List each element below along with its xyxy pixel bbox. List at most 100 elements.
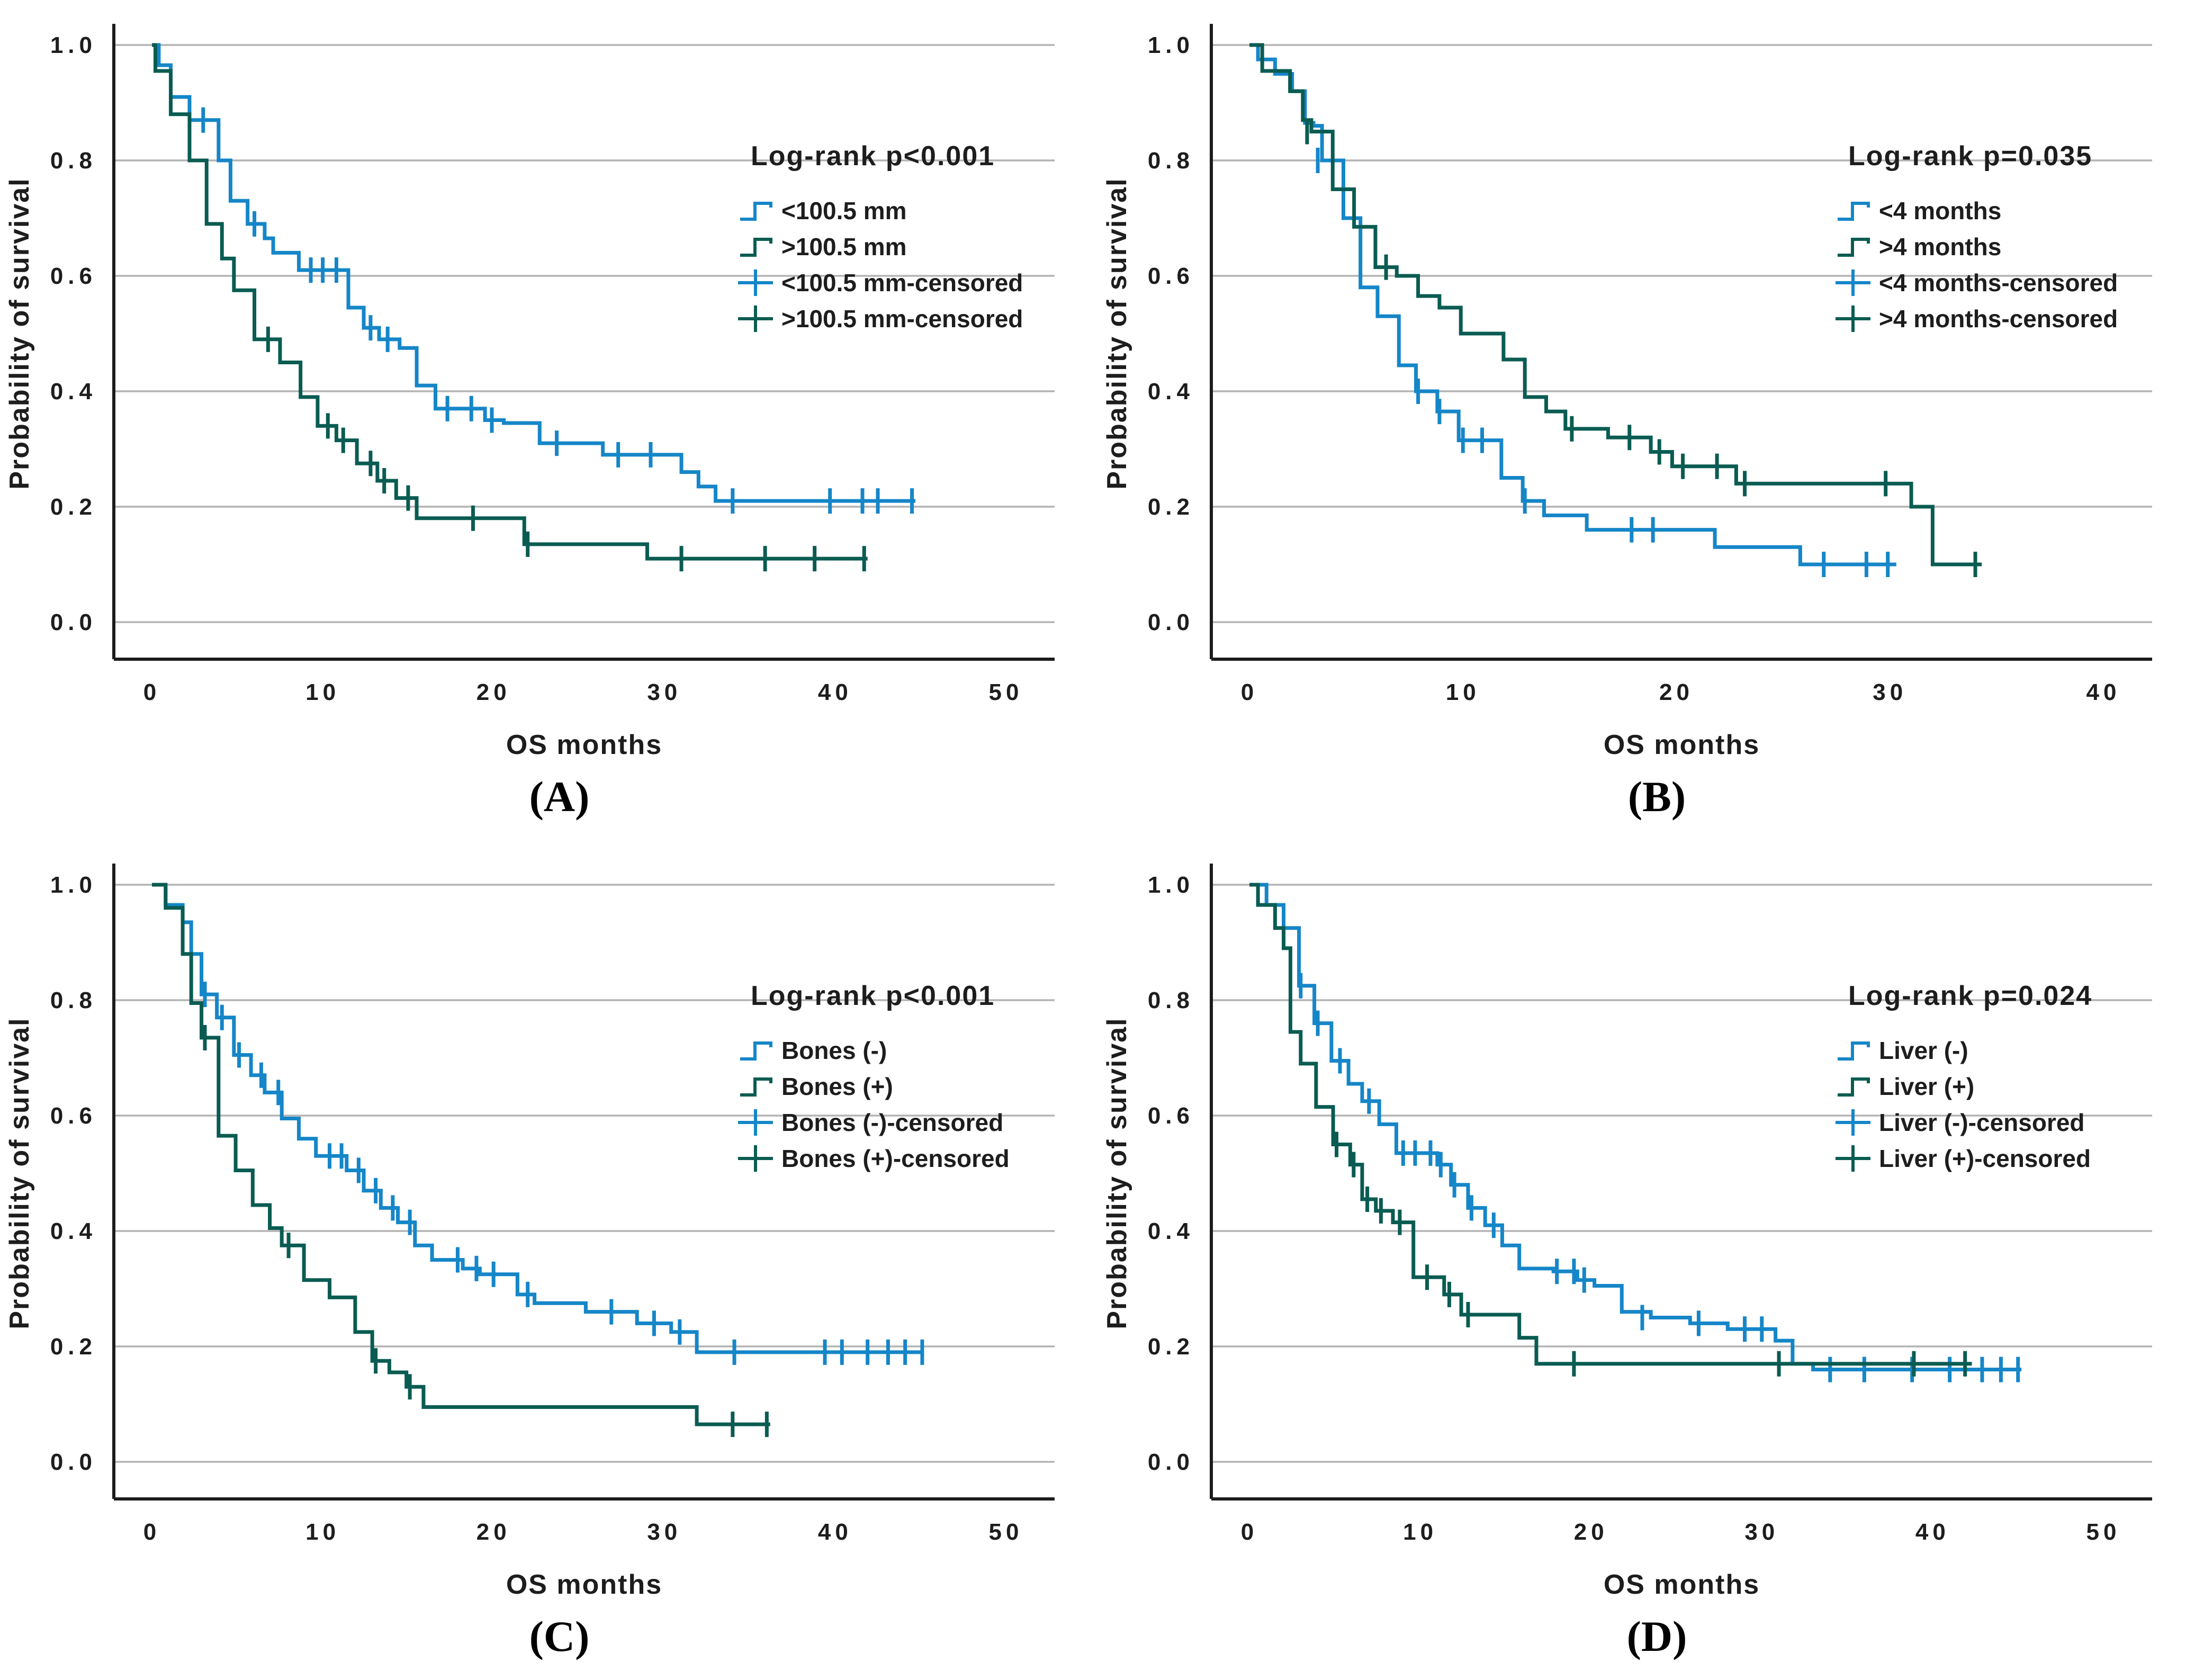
y-tick-label: 1.0 (1148, 32, 1194, 58)
x-tick-label: 30 (1744, 1519, 1779, 1545)
censor-marks-Bones-(+) (203, 1025, 769, 1438)
panel-D: 0.0 0.2 0.4 0.6 0.8 1.0 0 10 20 30 40 50 Probability… (1098, 840, 2195, 1679)
y-axis-title: Probability of survival (4, 177, 35, 489)
x-tick-label: 30 (1873, 679, 1907, 705)
legend-label: >4 months (1879, 233, 2001, 260)
legend-label: >100.5 mm-censored (781, 305, 1023, 333)
x-tick-label: 40 (1915, 1519, 1950, 1545)
y-tick-label: 0.2 (50, 1334, 97, 1360)
log-rank-annotation: Log-rank p=0.024 (1848, 981, 2092, 1011)
km-plot-B: 0.0 0.2 0.4 0.6 0.8 1.0 0 10 20 30 40 Probability o… (1102, 24, 2152, 760)
censor-marks-<4-months (1316, 148, 1890, 577)
y-tick-label: 0.8 (50, 148, 97, 174)
km-plot-A: 0.0 0.2 0.4 0.6 0.8 1.0 0 10 20 30 40 50 Probability… (4, 24, 1055, 760)
km-curve-Bones-(+) (152, 883, 770, 1426)
y-tick-label: 1.0 (1148, 872, 1194, 898)
y-tick-label: 0.8 (1148, 987, 1194, 1013)
y-tick-label: 0.0 (1148, 1449, 1194, 1475)
km-curve-<4-months (1249, 43, 1896, 567)
y-tick-label: 0.4 (50, 379, 97, 405)
log-rank-annotation: Log-rank p<0.001 (751, 981, 995, 1011)
x-axis-title: OS months (506, 1569, 662, 1600)
legend-label: Bones (-)-censored (781, 1109, 1003, 1136)
legend-label: >4 months-censored (1879, 305, 2118, 333)
legend-label: <100.5 mm-censored (781, 269, 1023, 297)
legend-label: Liver (+)-censored (1879, 1145, 2091, 1172)
legend-label: Liver (-) (1879, 1037, 1968, 1064)
x-tick-label: 10 (305, 1519, 340, 1545)
x-tick-label: 30 (647, 1519, 681, 1545)
x-tick-label: 50 (989, 679, 1023, 705)
km-curve-Liver-(-) (1249, 883, 2022, 1372)
x-tick-label: 50 (2086, 1519, 2121, 1545)
legend-label: Liver (+) (1879, 1073, 1974, 1100)
legend-step-swatch (740, 238, 772, 257)
km-curve->100.5-mm (152, 43, 868, 561)
y-tick-label: 0.2 (1148, 494, 1194, 520)
y-axis-title: Probability of survival (4, 1017, 35, 1329)
legend-label: Bones (+)-censored (781, 1145, 1010, 1172)
km-curve-Liver-(+) (1249, 883, 1972, 1366)
km-plot-D: 0.0 0.2 0.4 0.6 0.8 1.0 0 10 20 30 40 50 Probability… (1102, 864, 2152, 1600)
x-tick-label: 20 (1659, 679, 1694, 705)
x-tick-label: 40 (818, 679, 852, 705)
panel-caption-A: (A) (529, 772, 590, 821)
legend-label: <100.5 mm (781, 197, 907, 224)
censor-marks-<100.5-mm (201, 107, 914, 514)
y-tick-label: 0.8 (1148, 148, 1194, 174)
km-curve->4-months (1249, 43, 1982, 567)
x-tick-label: 20 (476, 679, 511, 705)
legend-label: Liver (-)-censored (1879, 1109, 2085, 1136)
y-tick-label: 0.4 (1148, 379, 1194, 405)
legend-step-swatch (1838, 238, 1870, 257)
km-plot-C: 0.0 0.2 0.4 0.6 0.8 1.0 0 10 20 30 40 50 Probability… (4, 864, 1055, 1600)
log-rank-annotation: Log-rank p<0.001 (751, 141, 995, 172)
y-tick-label: 0.0 (50, 1449, 97, 1475)
y-tick-label: 0.0 (1148, 609, 1194, 635)
panel-C: 0.0 0.2 0.4 0.6 0.8 1.0 0 10 20 30 40 50 Probability… (0, 840, 1098, 1679)
x-tick-label: 30 (647, 679, 681, 705)
y-tick-label: 0.2 (1148, 1334, 1194, 1360)
y-tick-label: 0.4 (1148, 1218, 1194, 1244)
censor-marks->100.5-mm (266, 326, 866, 572)
y-tick-label: 0.2 (50, 494, 97, 520)
y-tick-label: 0.6 (50, 263, 97, 289)
log-rank-annotation: Log-rank p=0.035 (1848, 141, 2092, 172)
x-axis-title: OS months (1604, 730, 1760, 760)
y-tick-label: 0.6 (1148, 263, 1194, 289)
x-tick-label: 20 (476, 1519, 511, 1545)
legend-step-swatch (1838, 1041, 1870, 1061)
censor-marks-Liver-(+) (1335, 1131, 1967, 1377)
x-tick-label: 40 (818, 1519, 852, 1545)
y-tick-label: 1.0 (50, 32, 97, 58)
legend-label: Bones (-) (781, 1037, 887, 1064)
legend-step-swatch (740, 1041, 772, 1061)
y-axis-title: Probability of survival (1102, 1017, 1132, 1329)
censor-marks-Bones-(-) (203, 982, 924, 1365)
panel-A: 0.0 0.2 0.4 0.6 0.8 1.0 0 10 20 30 40 50 Probability… (0, 0, 1098, 840)
x-tick-label: 50 (989, 1519, 1023, 1545)
y-tick-label: 0.8 (50, 987, 97, 1013)
y-tick-label: 0.4 (50, 1218, 97, 1244)
y-axis-title: Probability of survival (1102, 177, 1132, 489)
x-tick-label: 0 (143, 679, 160, 705)
legend-step-swatch (1838, 202, 1870, 221)
x-tick-label: 40 (2086, 679, 2121, 705)
legend-step-swatch (740, 202, 772, 221)
x-axis-title: OS months (506, 730, 662, 760)
panel-caption-D: (D) (1626, 1612, 1687, 1660)
x-tick-label: 0 (1241, 679, 1258, 705)
y-tick-label: 1.0 (50, 872, 97, 898)
panel-B: 0.0 0.2 0.4 0.6 0.8 1.0 0 10 20 30 40 Probability o… (1098, 0, 2195, 840)
legend-label: Bones (+) (781, 1073, 893, 1100)
x-tick-label: 0 (143, 1519, 160, 1545)
legend-step-swatch (740, 1077, 772, 1097)
legend-label: >100.5 mm (781, 233, 907, 260)
legend-label: <4 months (1879, 197, 2001, 224)
km-curve-Bones-(-) (152, 883, 924, 1354)
x-tick-label: 10 (305, 679, 340, 705)
y-tick-label: 0.6 (50, 1103, 97, 1129)
legend-step-swatch (1838, 1077, 1870, 1097)
x-axis-title: OS months (1604, 1569, 1760, 1600)
y-tick-label: 0.0 (50, 609, 97, 635)
